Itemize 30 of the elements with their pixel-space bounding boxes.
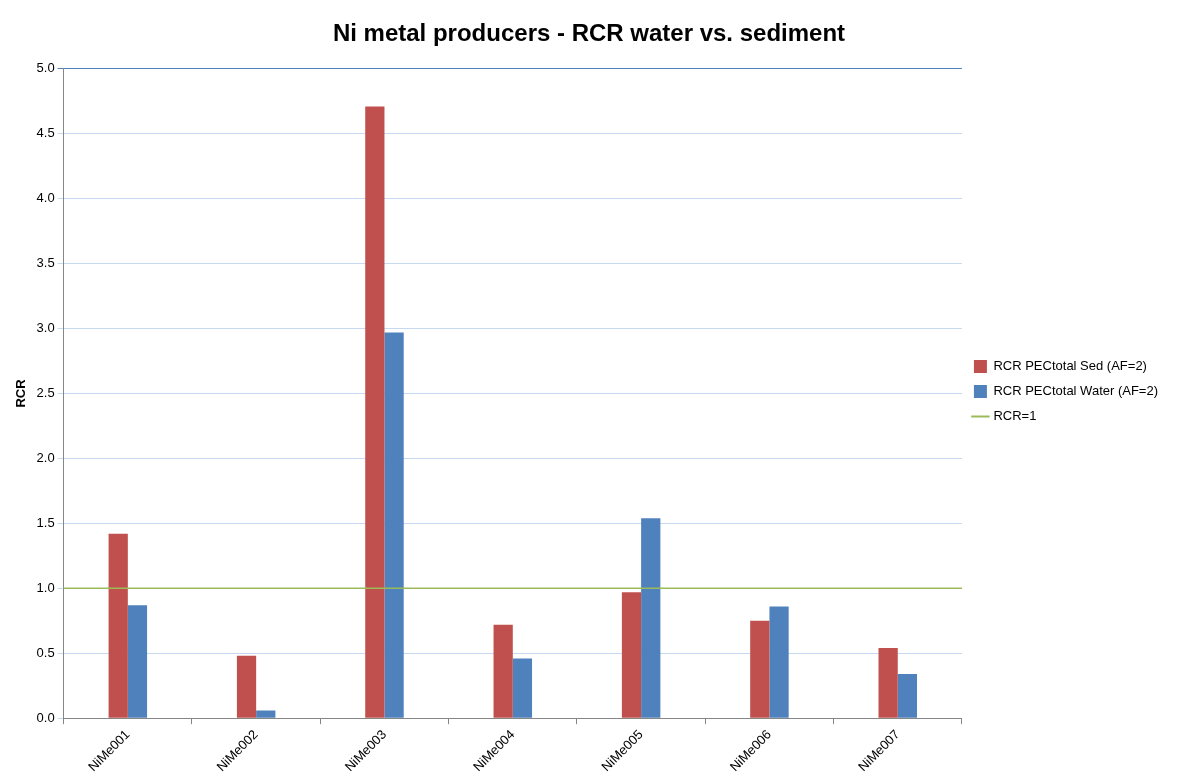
y-tick-label: 3.0 [36,320,55,336]
y-tick-label: 2.0 [36,450,55,466]
bar [365,106,385,718]
chart-title: Ni metal producers - RCR water vs. sediment [332,19,846,47]
y-tick-label: 0.5 [36,644,55,660]
y-tick-label: 4.0 [36,190,55,206]
bar [621,592,642,718]
bar [769,606,789,718]
bar [236,655,257,718]
bar [512,658,533,718]
y-tick-label: 5.0 [36,60,55,76]
bar [256,710,276,718]
y-tick-label: 0.0 [36,709,55,725]
y-tick-label: 2.5 [36,385,55,401]
bar [641,518,661,718]
y-tick-label: 3.5 [36,255,55,271]
bar [384,332,404,718]
legend-label: RCR=1 [993,408,1037,424]
bar [127,605,148,718]
bar [108,533,128,718]
legend-label: RCR PECtotal Sed (AF=2) [993,358,1147,374]
y-axis-title: RCR [13,378,29,408]
legend-label: RCR PECtotal Water (AF=2) [993,383,1159,399]
bar [493,624,513,718]
bar [878,648,898,718]
y-tick-label: 1.5 [36,514,55,530]
bar [897,674,918,718]
y-tick-label: 1.0 [36,579,55,595]
y-tick-label: 4.5 [36,125,55,141]
bar [750,620,770,718]
